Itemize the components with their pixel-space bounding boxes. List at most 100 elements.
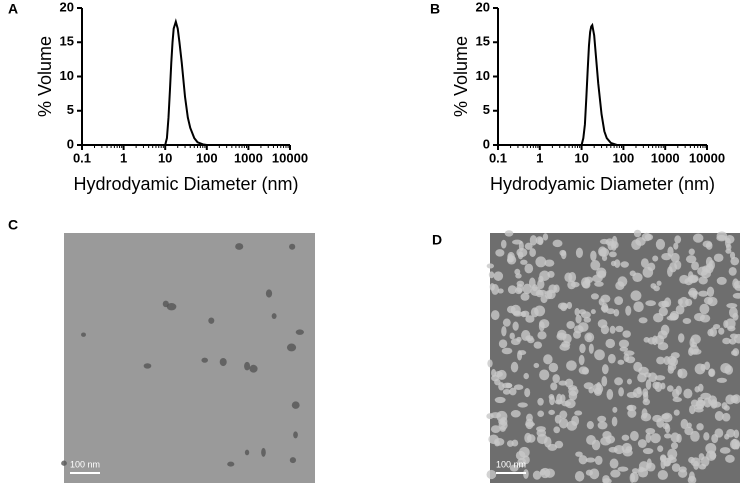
particle	[716, 234, 727, 242]
particle	[524, 242, 533, 250]
particle	[500, 239, 507, 249]
particle	[734, 440, 740, 450]
particle	[525, 421, 535, 427]
x-tick-label: 10000	[272, 150, 308, 165]
particle	[532, 470, 542, 480]
y-tick-label: 10	[476, 68, 490, 83]
particle	[632, 272, 643, 282]
particle	[515, 450, 526, 461]
particle	[525, 315, 535, 323]
particle	[520, 259, 528, 265]
particle	[507, 285, 517, 294]
particle	[530, 286, 541, 297]
particle	[633, 229, 642, 238]
micrograph	[64, 233, 315, 483]
particle	[533, 362, 540, 369]
particle	[507, 251, 515, 263]
particle	[637, 439, 647, 448]
particle	[498, 418, 506, 425]
particle	[261, 447, 266, 457]
particle	[706, 286, 715, 297]
particle	[566, 420, 578, 431]
particle	[643, 337, 650, 343]
particle	[512, 239, 523, 245]
particle	[701, 265, 712, 273]
particle	[525, 335, 534, 342]
particle	[663, 461, 671, 467]
scale-bar-label: 100 nm	[70, 459, 100, 469]
particle	[513, 384, 524, 390]
particle	[718, 327, 725, 335]
particle	[539, 467, 551, 479]
particle	[667, 362, 677, 371]
particle	[677, 333, 685, 343]
particle	[590, 250, 597, 262]
particle	[664, 297, 672, 308]
particle	[201, 357, 208, 363]
particle	[670, 252, 680, 263]
particle	[615, 325, 624, 333]
scale-bar-label: 100 nm	[496, 459, 526, 469]
particle	[293, 431, 298, 439]
particle	[679, 296, 689, 308]
particle	[617, 359, 625, 365]
particle	[656, 417, 664, 428]
particle	[710, 399, 718, 409]
particle	[609, 458, 619, 469]
particle	[597, 319, 608, 329]
panel-label: B	[430, 1, 440, 17]
x-tick-label: 0.1	[489, 150, 507, 165]
particle	[704, 361, 711, 371]
particle	[619, 346, 629, 352]
particle	[731, 350, 738, 356]
x-tick-label: 100	[196, 150, 218, 165]
particle	[517, 402, 528, 408]
particle	[626, 378, 632, 385]
particle	[625, 305, 632, 316]
particle	[490, 425, 501, 433]
particle	[618, 339, 630, 348]
particle	[574, 470, 585, 482]
particle	[488, 271, 495, 279]
particle	[289, 457, 297, 464]
particle	[633, 301, 644, 313]
particle	[594, 349, 605, 361]
particle	[556, 332, 567, 341]
particle	[721, 402, 728, 410]
particle	[720, 363, 732, 374]
particle	[498, 339, 508, 349]
particle	[291, 401, 300, 409]
particle	[682, 317, 692, 325]
particle	[597, 421, 608, 430]
particle	[728, 266, 737, 276]
particle	[286, 343, 297, 352]
particle	[724, 237, 731, 248]
particle	[506, 440, 514, 447]
x-tick-label: 10	[574, 150, 588, 165]
particle	[588, 343, 594, 354]
particle	[611, 416, 618, 427]
particle	[713, 253, 724, 263]
y-tick-label: 20	[476, 0, 490, 14]
panel-label: A	[8, 1, 18, 17]
particle	[490, 310, 500, 321]
particle	[581, 367, 590, 375]
particle	[295, 329, 304, 335]
particle	[502, 388, 511, 395]
particle	[644, 233, 654, 241]
particle	[622, 330, 631, 338]
particle	[537, 410, 545, 417]
particle	[235, 243, 244, 250]
particle	[578, 322, 589, 332]
particle	[516, 247, 528, 258]
particle	[642, 388, 649, 398]
particle	[689, 404, 696, 415]
particle	[667, 448, 678, 460]
particle	[656, 356, 665, 365]
particle	[667, 246, 674, 257]
particle	[548, 409, 555, 415]
particle	[687, 475, 697, 483]
particle	[518, 350, 527, 356]
particle	[654, 335, 665, 345]
particle	[567, 280, 576, 290]
